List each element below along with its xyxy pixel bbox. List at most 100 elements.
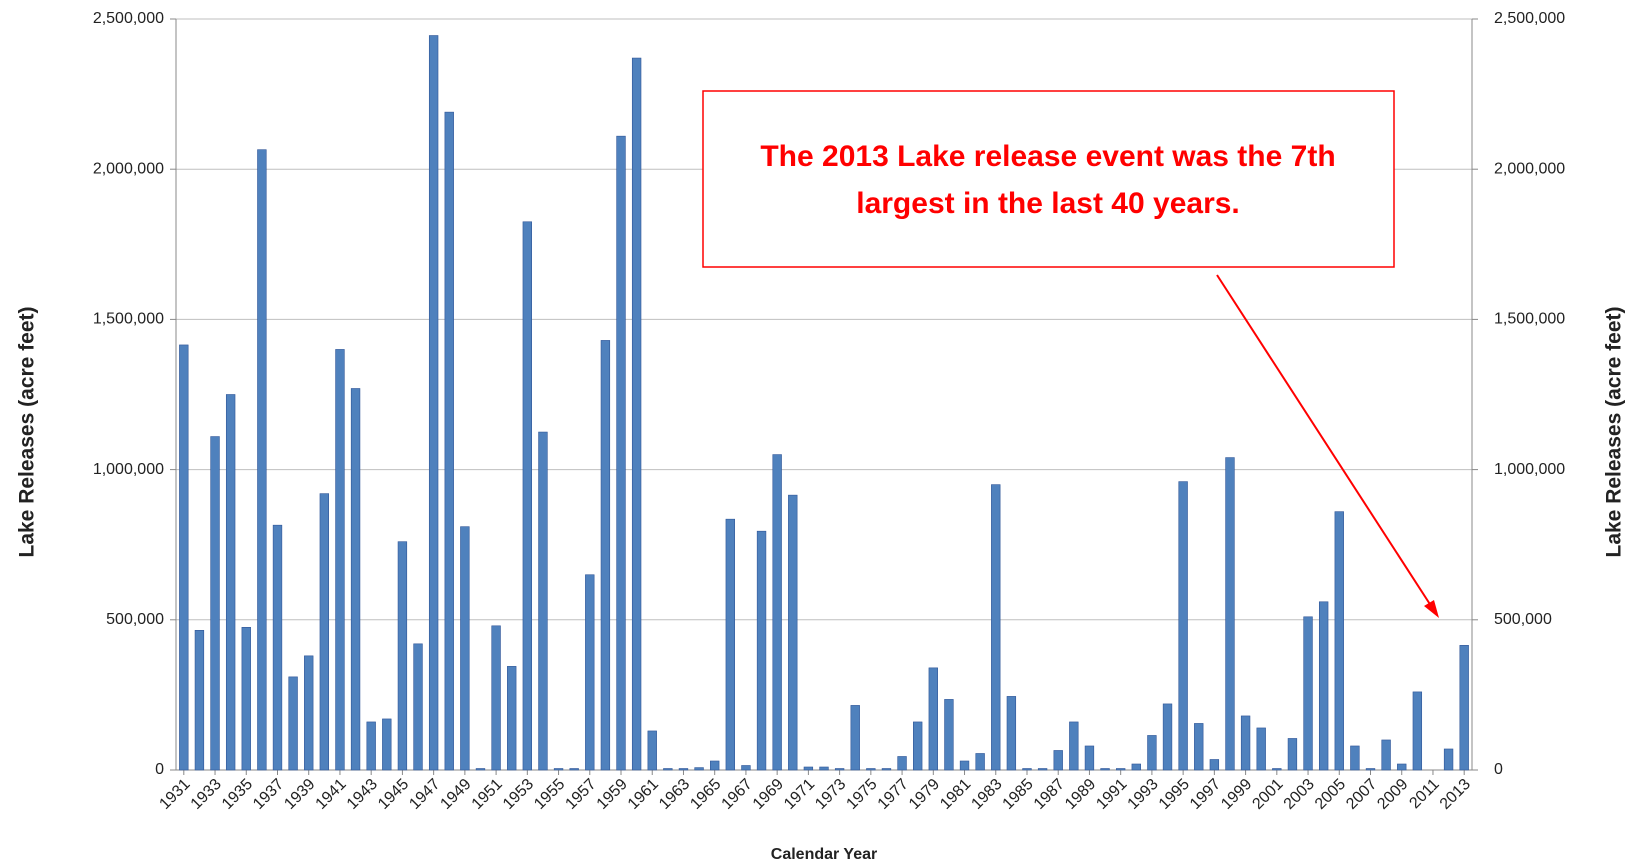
- x-tick-label: 1991: [1093, 776, 1130, 813]
- bar: [647, 730, 657, 771]
- bar: [616, 135, 626, 771]
- x-tick-label: 2011: [1406, 776, 1442, 812]
- x-axis-label: Calendar Year: [771, 846, 877, 863]
- x-tick-label: 1939: [281, 776, 318, 813]
- bar: [475, 768, 486, 771]
- x-tick-label: 1987: [1031, 776, 1068, 813]
- bar: [241, 627, 251, 771]
- annotation-box: [702, 90, 1395, 268]
- x-tick-label: 1971: [781, 776, 818, 813]
- bar: [1147, 735, 1157, 771]
- bar: [569, 768, 579, 771]
- bar: [913, 721, 923, 771]
- bar: [585, 574, 595, 771]
- bar: [850, 705, 860, 771]
- bar: [1022, 768, 1032, 771]
- x-tick-label: 2013: [1437, 776, 1474, 813]
- bar: [944, 699, 954, 771]
- x-tick-label: 1937: [250, 776, 287, 813]
- y2-tick-label: 2,000,000: [1494, 160, 1565, 177]
- bar: [1100, 768, 1110, 771]
- bar: [881, 768, 892, 771]
- bar: [257, 149, 267, 771]
- bar: [366, 721, 376, 771]
- bar: [928, 667, 938, 771]
- bar: [350, 388, 361, 771]
- bar: [1287, 738, 1298, 771]
- bar: [538, 431, 548, 771]
- annotation-text: The 2013 Lake release event was the 7th: [760, 140, 1335, 173]
- y2-tick-label: 2,500,000: [1494, 10, 1565, 27]
- x-tick-label: 2001: [1249, 776, 1286, 813]
- bar: [756, 530, 767, 771]
- x-tick-label: 1985: [1000, 776, 1037, 813]
- x-tick-label: 1975: [843, 776, 880, 813]
- bar: [507, 666, 517, 771]
- bar: [1303, 616, 1313, 771]
- y-tick-label: 2,500,000: [93, 10, 164, 27]
- bar: [1350, 745, 1360, 771]
- x-tick-label: 1969: [750, 776, 787, 813]
- x-tick-label: 1961: [625, 776, 662, 813]
- bar: [1397, 763, 1407, 771]
- bar: [959, 760, 970, 771]
- x-tick-label: 1993: [1125, 776, 1162, 813]
- bar: [225, 394, 236, 771]
- x-tick-label: 2007: [1343, 776, 1380, 813]
- bar: [1194, 723, 1204, 771]
- bar: [694, 767, 704, 771]
- x-tick-label: 1953: [500, 776, 537, 813]
- x-tick-label: 1999: [1218, 776, 1255, 813]
- y-tick-label: 500,000: [106, 611, 164, 628]
- bar: [1131, 763, 1141, 771]
- bar: [631, 57, 642, 771]
- x-tick-label: 1963: [656, 776, 693, 813]
- y-axis-label: Lake Releases (acre feet): [16, 307, 39, 558]
- bar: [1334, 511, 1344, 771]
- bar: [397, 541, 408, 771]
- bar: [522, 221, 532, 771]
- bar: [288, 676, 298, 771]
- bar: [335, 349, 345, 771]
- y2-tick-label: 0: [1494, 761, 1503, 778]
- arrow-head: [1424, 600, 1439, 618]
- bar: [678, 768, 689, 771]
- bar: [1069, 721, 1079, 771]
- bar: [1459, 645, 1469, 771]
- bar: [179, 344, 189, 771]
- bar: [819, 766, 829, 771]
- x-tick-label: 1973: [812, 776, 849, 813]
- x-tick-label: 1955: [531, 776, 568, 813]
- bar: [772, 454, 782, 771]
- bar: [600, 340, 611, 771]
- bar: [460, 526, 470, 771]
- bar: [444, 111, 454, 771]
- bar: [1412, 691, 1423, 771]
- bar: [210, 436, 220, 771]
- y2-axis-label: Lake Releases (acre feet): [1603, 307, 1626, 558]
- annotation-text: largest in the last 40 years.: [856, 187, 1240, 220]
- bar: [1209, 759, 1220, 771]
- bar: [975, 753, 985, 771]
- x-tick-label: 1957: [562, 776, 599, 813]
- y-tick-label: 1,500,000: [93, 311, 164, 328]
- bar: [710, 760, 720, 771]
- bar: [382, 718, 392, 771]
- x-tick-label: 1983: [968, 776, 1005, 813]
- x-tick-label: 1951: [469, 776, 506, 813]
- bar: [428, 35, 439, 771]
- bar: [788, 494, 798, 771]
- bar: [1240, 715, 1251, 771]
- bar: [413, 643, 423, 771]
- x-tick-label: 1959: [594, 776, 631, 813]
- bar: [741, 765, 751, 771]
- bar: [1037, 768, 1048, 771]
- bar: [1084, 745, 1095, 771]
- x-tick-label: 1995: [1156, 776, 1193, 813]
- x-tick-label: 1977: [875, 776, 912, 813]
- x-tick-label: 1945: [375, 776, 412, 813]
- x-tick-label: 1965: [687, 776, 724, 813]
- bar: [194, 630, 205, 771]
- bar: [897, 756, 907, 771]
- bar: [553, 768, 564, 771]
